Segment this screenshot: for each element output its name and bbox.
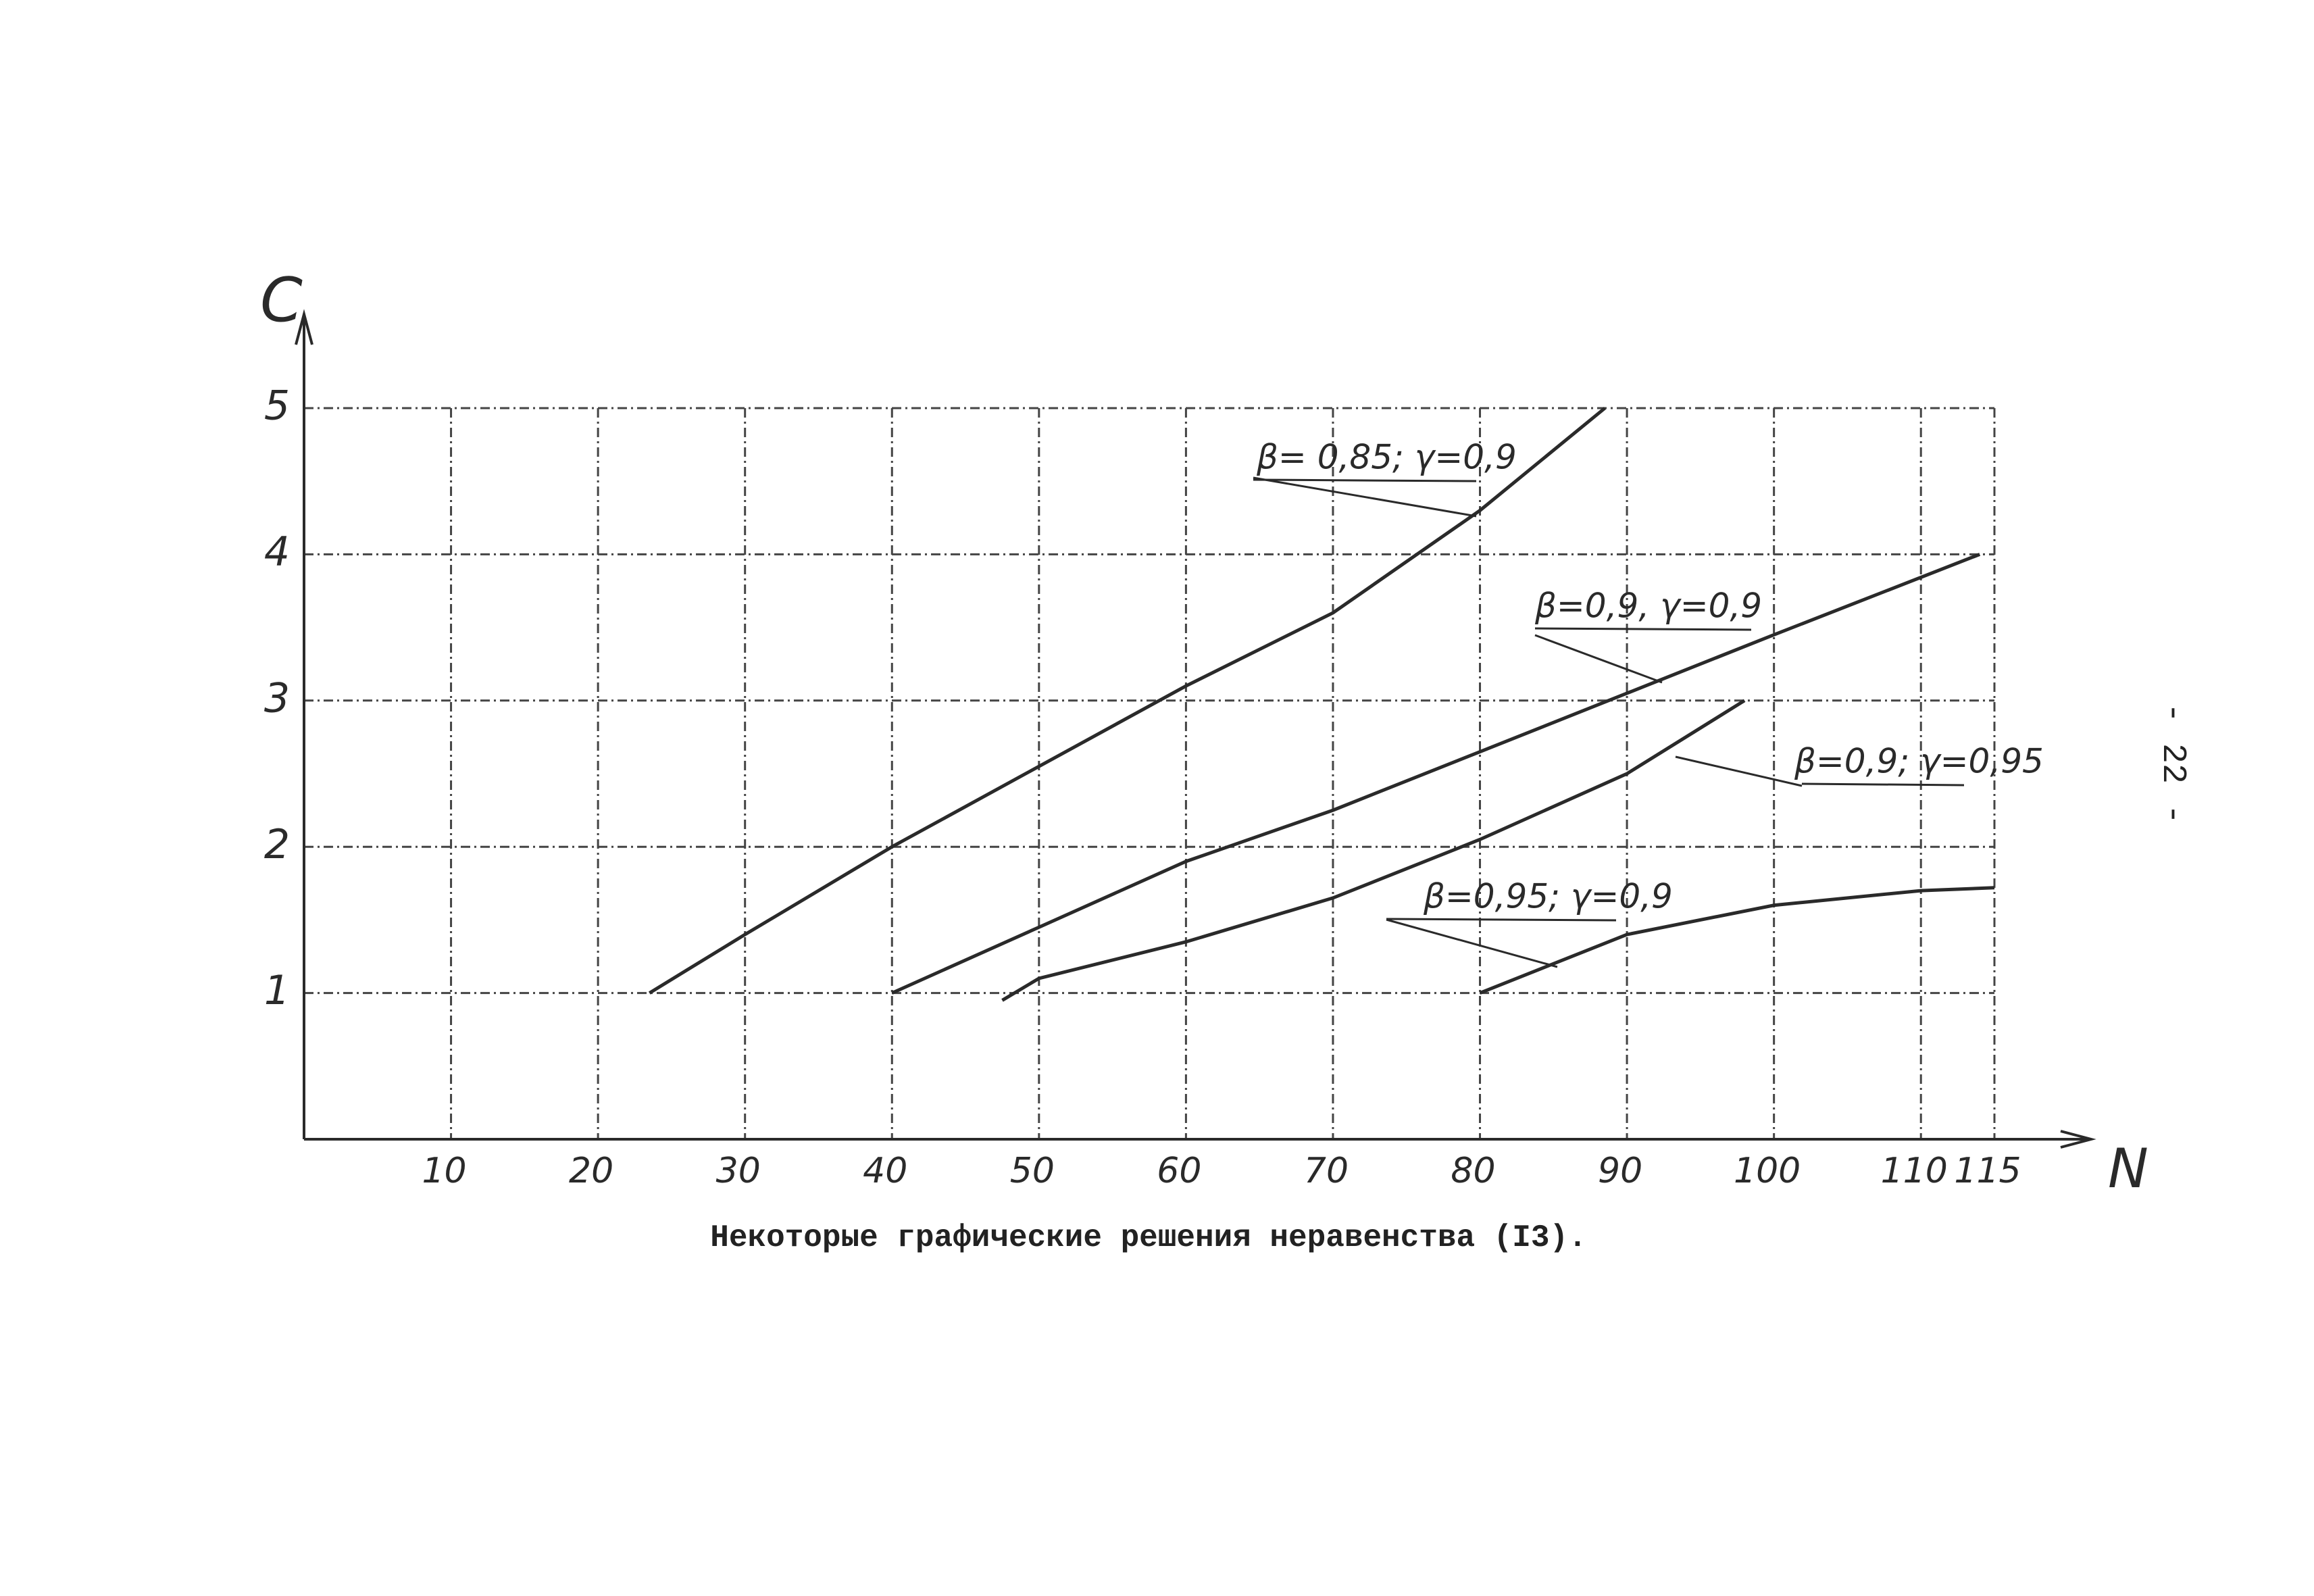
y-tick-label: 4: [264, 528, 290, 576]
label-underline: [1801, 782, 1965, 787]
y-tick-label: 1: [264, 967, 290, 1014]
y-axis-arrow: [295, 309, 313, 345]
x-tick-label: 115: [1954, 1151, 2021, 1191]
x-tick-label: 40: [863, 1151, 907, 1191]
x-tick-label: 30: [716, 1151, 761, 1191]
x-tick-label: 10: [422, 1151, 466, 1191]
label-underline: [1534, 627, 1752, 631]
series-label: β= 0,85; γ=0,9: [1256, 438, 1517, 477]
leader-line: [1386, 918, 1558, 968]
x-tick-label: 110: [1881, 1151, 1948, 1191]
leader-line: [1534, 634, 1663, 684]
curve: [1479, 886, 1995, 995]
x-tick-label: 100: [1734, 1151, 1801, 1191]
curve: [648, 407, 1607, 995]
x-tick-label: 60: [1157, 1151, 1201, 1191]
curve: [891, 553, 1981, 995]
y-tick-label: 2: [264, 821, 290, 868]
series-label: β=0,95; γ=0,9: [1423, 877, 1673, 916]
x-tick-label: 20: [569, 1151, 613, 1191]
series-label: β=0,9; γ=0,95: [1794, 742, 2044, 781]
caption: Некоторые графические решения неравенств…: [710, 1220, 1586, 1255]
x-tick-label: 70: [1304, 1151, 1349, 1191]
curve: [1001, 699, 1746, 1002]
x-tick-label: 80: [1451, 1151, 1495, 1191]
y-tick-label: 5: [264, 382, 290, 430]
series-label: β=0,9, γ=0,9: [1534, 587, 1762, 626]
y-tick-label: 3: [264, 674, 290, 722]
leader-line: [1675, 755, 1803, 787]
y-axis-label: C: [260, 265, 303, 336]
leader-line: [1253, 476, 1477, 518]
plot: 10 20 30 40 50 60 70 80 90 100 110 115 1 2 3 4 5 β= 0,85;…: [264, 309, 2096, 1191]
page-number: - 22 -: [2153, 703, 2192, 824]
x-axis-label: N: [2108, 1137, 2148, 1200]
x-tick-label: 90: [1598, 1151, 1642, 1191]
x-tick-label: 50: [1010, 1151, 1055, 1191]
label-underline: [1386, 918, 1617, 922]
label-underline: [1253, 478, 1477, 482]
x-axis-arrow: [2060, 1130, 2096, 1149]
